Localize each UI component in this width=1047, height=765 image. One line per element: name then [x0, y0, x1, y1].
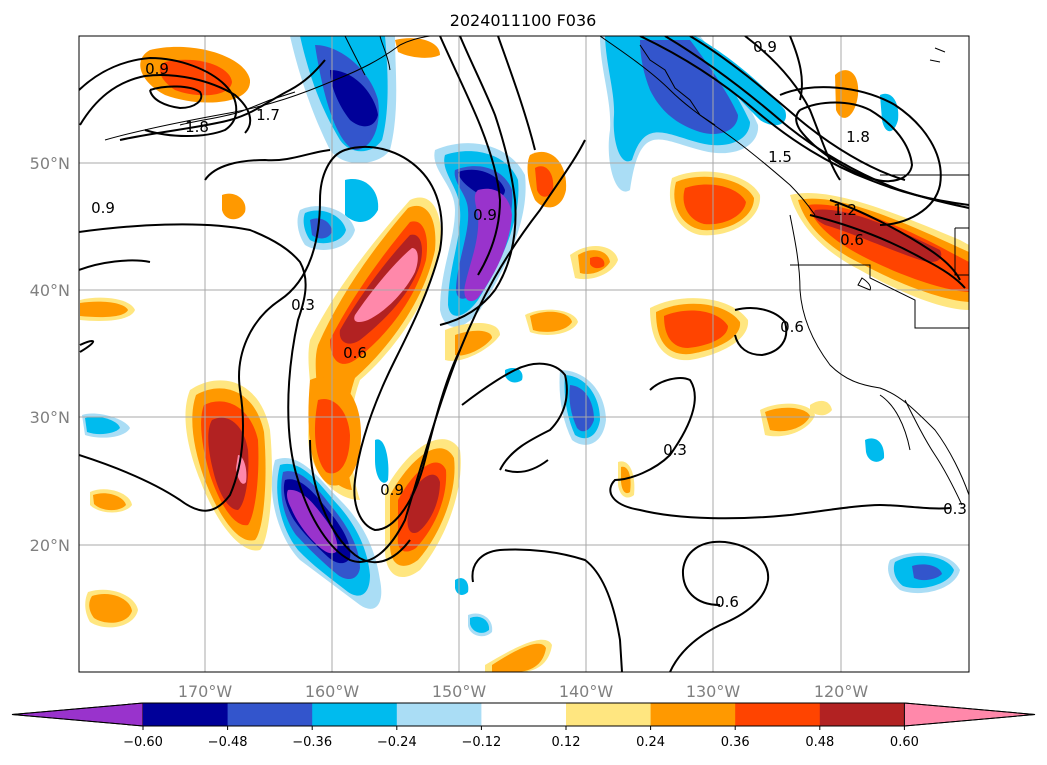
contour-label: 1.5 [768, 148, 792, 166]
colorbar-bin [566, 703, 652, 726]
contour-label: 0.3 [291, 296, 315, 314]
contour-label: 1.8 [846, 128, 870, 146]
longitude-labels: 170°W 160°W 150°W 140°W 130°W 120°W [178, 682, 869, 701]
colorbar-tick-label: 0.36 [721, 735, 750, 750]
contour-label: 0.9 [380, 481, 404, 499]
lon-label-120w: 120°W [814, 682, 869, 701]
colorbar-extend-max [903, 702, 1036, 727]
contour-label: 1.7 [256, 106, 280, 124]
lat-label-30n: 30°N [30, 408, 70, 427]
colorbar-bin [143, 703, 229, 726]
contour-label: 0.9 [473, 206, 497, 224]
lon-label-160w: 160°W [305, 682, 360, 701]
colorbar-tick-label: −0.12 [461, 735, 501, 750]
lat-label-50n: 50°N [30, 154, 70, 173]
contour-lines [79, 36, 969, 672]
contour-label: 0.9 [91, 199, 115, 217]
coastlines [104, 36, 969, 506]
map-panel: 0.9 1.8 1.7 0.9 0.3 0.6 0.9 0.9 0.9 1.8 … [79, 36, 969, 672]
lon-label-130w: 130°W [686, 682, 741, 701]
lon-label-150w: 150°W [432, 682, 487, 701]
contour-label: 0.3 [943, 500, 967, 518]
colorbar-bin [650, 703, 736, 726]
colorbar-bin [735, 703, 821, 726]
lon-label-170w: 170°W [178, 682, 233, 701]
contour-label: 0.6 [840, 231, 864, 249]
contour-label: 0.6 [343, 344, 367, 362]
colorbar-tick-label: −0.24 [377, 735, 417, 750]
contour-label: 0.6 [780, 318, 804, 336]
lat-label-20n: 20°N [30, 536, 70, 555]
colorbar-tick-label: −0.60 [123, 735, 163, 750]
lon-label-140w: 140°W [559, 682, 614, 701]
lat-label-40n: 40°N [30, 281, 70, 300]
colorbar-bin [312, 703, 398, 726]
map-frame [78, 35, 970, 673]
colorbar-bin [227, 703, 313, 726]
colorbar-extend-min [11, 702, 144, 727]
contour-line-labels: 0.9 1.8 1.7 0.9 0.3 0.6 0.9 0.9 0.9 1.8 … [91, 38, 967, 611]
contour-label: 0.6 [715, 593, 739, 611]
colorbar-tick-label: −0.36 [292, 735, 332, 750]
colorbar-bin [481, 703, 567, 726]
latitude-labels: 50°N 40°N 30°N 20°N [30, 154, 70, 555]
colorbar-tick-label: 0.48 [805, 735, 834, 750]
colorbar-tick-label: 0.12 [552, 735, 581, 750]
colorbar: −0.60 −0.48 −0.36 −0.24 −0.12 0.12 0.24 0.36 0.4… [11, 702, 1036, 750]
colorbar-bin [819, 703, 905, 726]
colorbar-tick-label: −0.48 [208, 735, 248, 750]
contour-label: 1.2 [833, 201, 857, 219]
contour-label: 1.8 [185, 118, 209, 136]
contour-label: 0.3 [663, 441, 687, 459]
figure-title: 2024011100 F036 [450, 11, 597, 30]
colorbar-bin [396, 703, 482, 726]
colorbar-tick-label: 0.24 [636, 735, 665, 750]
colorbar-tick-label: 0.60 [890, 735, 919, 750]
contour-label: 0.9 [145, 60, 169, 78]
contour-label: 0.9 [753, 38, 777, 56]
